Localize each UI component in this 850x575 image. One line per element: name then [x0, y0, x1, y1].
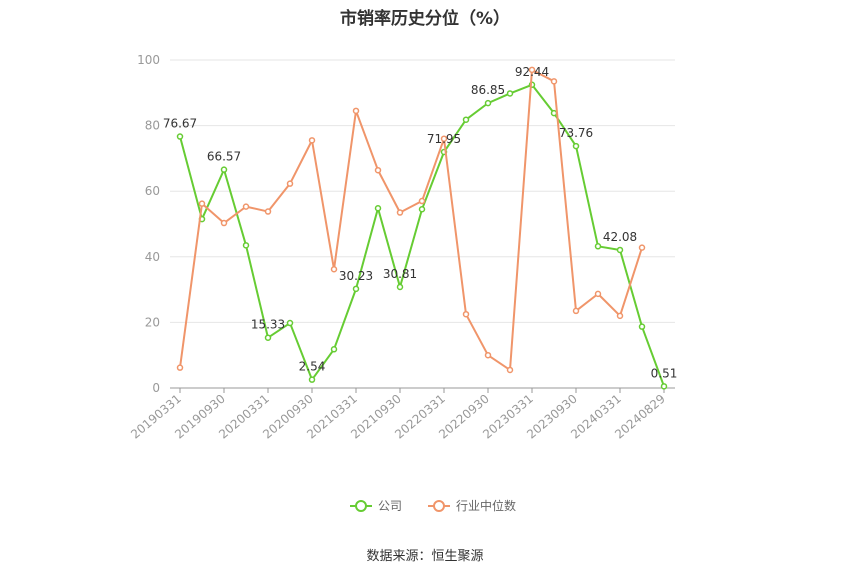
data-point: [220, 219, 228, 227]
data-label: 76.67: [163, 117, 197, 131]
y-tick-label: 40: [145, 250, 160, 264]
data-point: [176, 364, 184, 371]
data-label: 42.08: [603, 230, 637, 244]
grid-lines: [170, 59, 675, 323]
data-point: [374, 205, 382, 212]
data-point: [572, 307, 580, 315]
data-point: [638, 323, 646, 330]
data-label: 30.81: [383, 267, 417, 281]
data-point: [462, 310, 470, 318]
axes: 0204060801002019033120190930202003312020…: [128, 53, 675, 442]
data-point: [352, 285, 360, 293]
data-point: [198, 200, 206, 207]
data-point: [462, 116, 470, 123]
data-point: [638, 244, 646, 251]
data-point: [550, 78, 558, 85]
data-point: [264, 334, 272, 341]
data-label: 2.54: [299, 360, 326, 374]
data-point: [528, 66, 536, 74]
data-point: [660, 383, 668, 390]
data-point: [550, 109, 558, 117]
data-point: [616, 246, 624, 254]
data-point: [176, 133, 184, 140]
legend-swatch-marker: [355, 500, 367, 512]
legend-label: 行业中位数: [456, 498, 516, 513]
data-point: [572, 142, 580, 150]
data-label: 92.44: [515, 65, 549, 79]
data-point: [440, 135, 448, 142]
y-tick-label: 0: [152, 381, 160, 395]
data-label: 71.95: [427, 132, 461, 146]
data-labels: 76.67 66.57 15.33 2.54 30.23 30.81 71.95 86.85 9…: [163, 65, 678, 381]
data-label: 15.33: [251, 318, 285, 332]
legend[interactable]: 公司 行业中位数: [350, 498, 516, 513]
legend-item[interactable]: 行业中位数: [428, 498, 516, 513]
data-point: [352, 107, 360, 115]
legend-swatch-marker: [433, 500, 445, 512]
data-point: [308, 376, 316, 383]
data-point: [220, 166, 228, 173]
data-point: [484, 99, 492, 107]
data-point: [506, 90, 514, 97]
data-label: 0.51: [651, 366, 678, 380]
data-point: [418, 205, 426, 213]
data-point: [396, 283, 404, 291]
data-label: 86.85: [471, 83, 505, 97]
data-label: 73.76: [559, 126, 593, 140]
y-tick-label: 60: [145, 184, 160, 198]
legend-label: 公司: [378, 499, 402, 513]
data-point: [286, 319, 294, 327]
data-point: [242, 203, 250, 210]
data-point: [308, 137, 316, 144]
legend-item[interactable]: 公司: [350, 499, 402, 513]
data-point: [484, 351, 492, 359]
y-tick-label: 80: [145, 119, 160, 133]
y-tick-label: 100: [137, 53, 160, 67]
chart-title: 市销率历史分位（%）: [339, 9, 511, 29]
data-label: 66.57: [207, 150, 241, 164]
data-point: [396, 209, 404, 216]
data-point: [286, 180, 294, 187]
data-point: [330, 346, 338, 353]
series-layer: [176, 66, 668, 390]
data-point: [242, 242, 250, 249]
y-tick-label: 20: [145, 315, 160, 329]
series-line-1: [179, 68, 643, 371]
data-point: [418, 197, 426, 205]
source-note: 数据来源：恒生聚源: [366, 549, 484, 564]
data-point: [374, 166, 382, 174]
data-point: [594, 243, 602, 250]
data-point: [330, 266, 338, 273]
data-point: [594, 290, 602, 298]
data-label: 30.23: [339, 269, 373, 283]
data-point: [506, 366, 514, 374]
data-point: [616, 312, 624, 320]
data-point: [264, 208, 272, 215]
